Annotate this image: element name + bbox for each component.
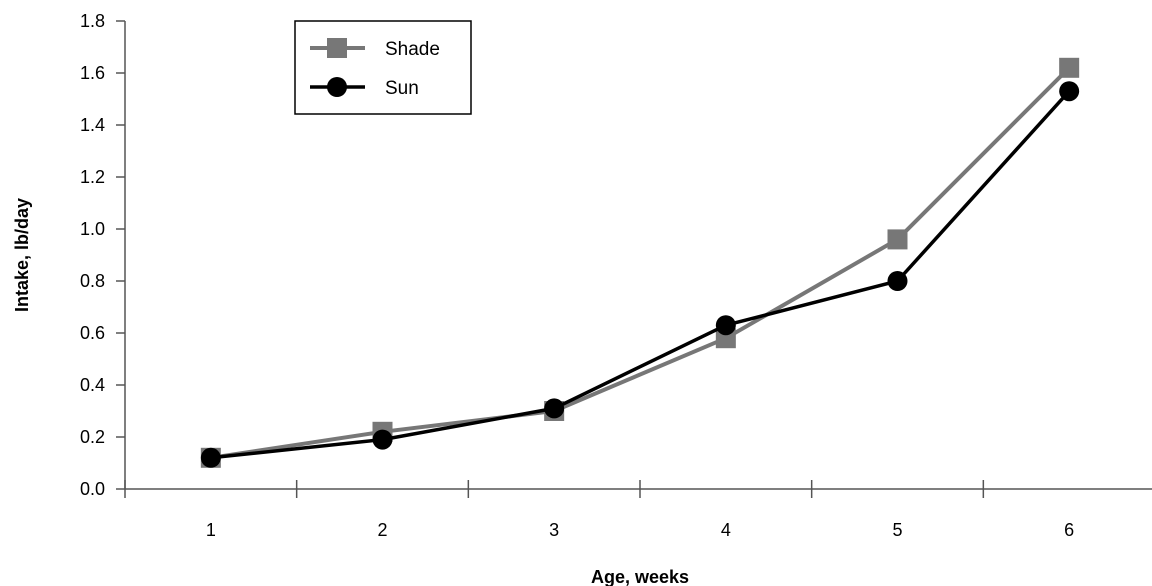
y-tick-label: 1.0 xyxy=(80,219,105,239)
y-tick-label: 1.4 xyxy=(80,115,105,135)
y-tick-label: 0.6 xyxy=(80,323,105,343)
series-sun xyxy=(200,81,1080,468)
legend-shade-marker xyxy=(327,38,347,58)
legend-shade-label: Shade xyxy=(385,39,440,60)
sun-point xyxy=(200,447,221,468)
y-tick-label: 0.2 xyxy=(80,427,105,447)
legend: Shade Sun xyxy=(294,20,472,115)
legend-sun-marker xyxy=(327,77,347,97)
y-tick-label: 1.8 xyxy=(80,11,105,31)
sun-point xyxy=(715,315,736,336)
legend-sun-label: Sun xyxy=(385,78,419,99)
y-tick-label: 0.8 xyxy=(80,271,105,291)
series-lines xyxy=(200,57,1080,468)
x-tick-label: 5 xyxy=(892,520,902,540)
x-tick-label: 6 xyxy=(1064,520,1074,540)
x-axis-title: Age, weeks xyxy=(591,567,689,586)
sun-line xyxy=(210,90,1071,460)
sun-point xyxy=(887,271,908,291)
y-tick-label: 1.2 xyxy=(80,167,105,187)
x-tick-label: 3 xyxy=(549,520,559,540)
axes: 0.0 0.2 0.4 0.6 0.8 1.0 1.2 1.4 1.6 1.8 1 2 3 4 5 6 xyxy=(80,11,1152,540)
shade-line xyxy=(210,66,1071,460)
series-shade xyxy=(200,57,1080,468)
x-tick-label: 1 xyxy=(206,520,216,540)
y-tick-label: 1.6 xyxy=(80,63,105,83)
x-tick-label: 2 xyxy=(377,520,387,540)
legend-box xyxy=(294,20,472,115)
y-tick-label: 0.4 xyxy=(80,375,105,395)
y-tick-label: 0.0 xyxy=(80,479,105,499)
x-tick-label: 4 xyxy=(721,520,731,540)
shade-point xyxy=(887,229,908,250)
sun-point xyxy=(372,429,393,450)
shade-point xyxy=(1059,57,1080,78)
sun-point xyxy=(1059,81,1080,102)
y-axis-title: Intake, lb/day xyxy=(12,198,32,312)
sun-point xyxy=(544,398,565,419)
